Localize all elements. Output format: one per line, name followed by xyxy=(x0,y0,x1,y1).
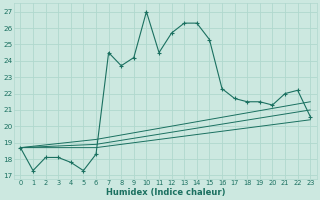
X-axis label: Humidex (Indice chaleur): Humidex (Indice chaleur) xyxy=(106,188,225,197)
